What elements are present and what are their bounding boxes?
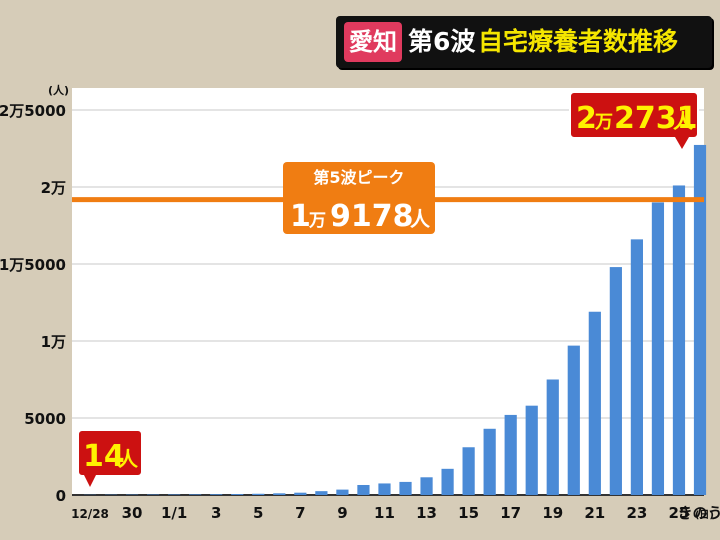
start-callout-box (77, 429, 143, 477)
bar (399, 481, 412, 495)
bar (462, 447, 475, 495)
y-tick-label: 2万 (41, 179, 66, 197)
bar (588, 311, 601, 495)
bar-series (83, 144, 707, 495)
title-prefecture-badge: 愛知 (344, 22, 402, 62)
bar (483, 428, 496, 495)
end-callout-prefix-unit: 万 (594, 112, 613, 133)
start-callout-number: 14 (83, 439, 125, 474)
bar (168, 494, 181, 495)
x-tick-label: 15 (458, 504, 479, 522)
bar (441, 468, 454, 495)
title-subject: 自宅療養者数推移 (478, 27, 679, 56)
bar (420, 477, 433, 495)
bar (378, 483, 391, 495)
y-axis-unit: (人) (48, 83, 69, 97)
reference-value-u2: 人 (410, 207, 431, 231)
x-tick-label: 9 (337, 504, 347, 522)
bar (672, 185, 686, 495)
end-callout-pointer (675, 137, 689, 149)
plot-area (72, 88, 704, 496)
title-wave: 第6波 (408, 27, 476, 56)
bar (546, 379, 559, 495)
bar (504, 414, 517, 495)
x-tick-label: きのう (677, 504, 720, 522)
x-tick-label: 7 (295, 504, 305, 522)
bar (651, 202, 665, 495)
x-tick-label: 13 (416, 504, 437, 522)
bar (693, 144, 707, 495)
end-callout-number: 2731 (614, 101, 698, 136)
bar (252, 493, 265, 495)
x-tick-label: 21 (584, 504, 605, 522)
end-callout-unit: 人 (673, 109, 694, 133)
reference-label-box (283, 162, 435, 234)
bar (315, 491, 328, 495)
start-callout-unit: 人 (118, 447, 139, 471)
y-tick-label: 2万5000 (0, 102, 66, 120)
x-tick-label: 11 (374, 504, 395, 522)
x-tick-label: 5 (253, 504, 263, 522)
end-callout-prefix: 2 (576, 101, 597, 136)
x-tick-label: 19 (542, 504, 563, 522)
x-tick-label: 12/28 (71, 507, 109, 521)
start-callout-pointer (84, 475, 96, 487)
x-tick-label: 3 (211, 504, 221, 522)
x-tick-label: 25 (669, 504, 690, 522)
bar (357, 484, 370, 495)
bar (567, 345, 580, 495)
bar (189, 494, 202, 495)
x-tick-label: 23 (626, 504, 647, 522)
bar (294, 492, 307, 495)
start-value-callout: 14 人 (77, 429, 143, 487)
y-tick-label: 1万5000 (0, 256, 66, 274)
reference-value-n2: 9178 (330, 199, 414, 234)
y-tick-label: 5000 (24, 410, 66, 428)
bar (273, 493, 286, 495)
end-callout-box (569, 91, 699, 139)
x-axis-unit: (日) (695, 509, 714, 521)
y-tick-label: 1万 (41, 333, 66, 351)
end-value-callout: 2 万 2731 人 (569, 91, 699, 149)
bar (630, 239, 643, 495)
reference-value-n1: 1 (290, 199, 311, 234)
bar (210, 494, 223, 495)
x-tick-label: 1/1 (161, 504, 187, 522)
x-tick-label: 30 (122, 504, 143, 522)
bar (609, 267, 622, 495)
reference-label: 第5波ピーク (313, 168, 404, 187)
x-tick-label: 17 (500, 504, 521, 522)
bar (336, 489, 349, 495)
bar (525, 405, 538, 495)
y-tick-label: 0 (56, 487, 66, 505)
bar (231, 494, 244, 495)
y-axis-ticks: 0 5000 1万 1万5000 2万 2万5000 (0, 102, 66, 505)
reference-value-u1: 万 (308, 211, 326, 231)
